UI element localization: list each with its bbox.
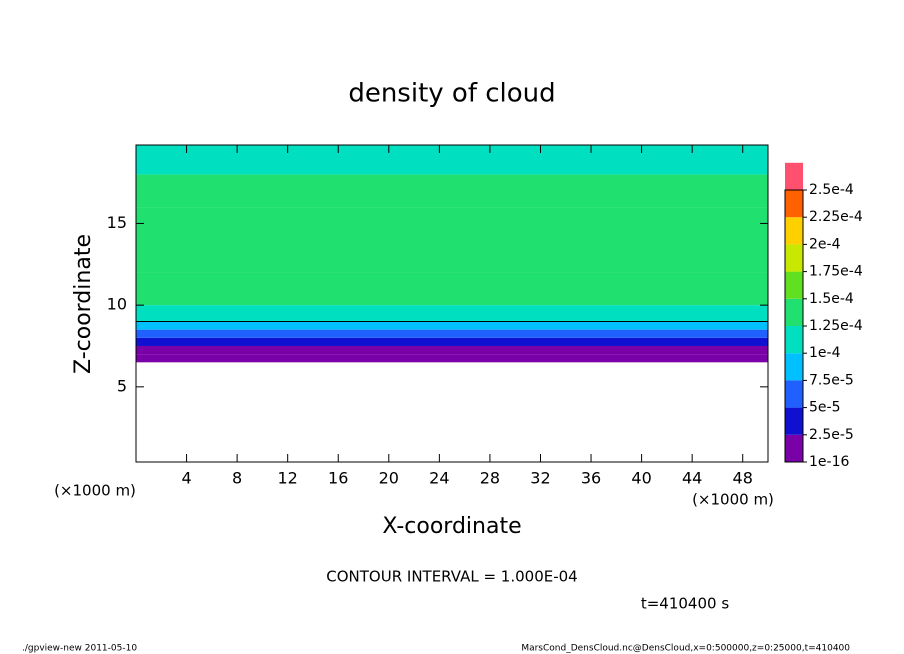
x-unit: (×1000 m) <box>54 482 136 500</box>
colorbar-label: 7.5e-5 <box>809 372 854 388</box>
colorbar-label: 2.25e-4 <box>809 209 863 225</box>
cell <box>136 337 768 346</box>
x-tick-label: 20 <box>379 469 399 488</box>
colorbar-label: 1.25e-4 <box>809 318 863 334</box>
x-tick-label: 36 <box>581 469 601 488</box>
y-axis-label: Z-coordinate <box>71 234 96 374</box>
cell <box>136 145 768 175</box>
colorbar-band <box>785 190 803 218</box>
colorbar-label: 5e-5 <box>809 400 840 416</box>
colorbar-label: 2e-4 <box>809 236 841 252</box>
colorbar-band <box>785 271 803 299</box>
cell <box>136 329 768 338</box>
x-axis-label: X-coordinate <box>382 514 521 539</box>
colorbar-band <box>785 326 803 354</box>
x-tick-label: 44 <box>682 469 702 488</box>
colorbar-label: 1.5e-4 <box>809 291 854 307</box>
x-tick-label: 24 <box>429 469 449 488</box>
colorbar-band <box>785 434 803 462</box>
cell <box>136 321 768 330</box>
y-tick-label: 5 <box>117 376 127 395</box>
colorbar-label: 1e-4 <box>809 345 841 361</box>
plot-frame <box>135 144 769 463</box>
cell <box>136 207 768 273</box>
footer: ./gpview-new 2011-05-10 <box>22 644 137 654</box>
cell <box>136 345 768 355</box>
cell <box>136 174 768 208</box>
x-tick-label: 32 <box>530 469 550 488</box>
colorbar-band <box>785 162 803 190</box>
x-tick-label: 16 <box>328 469 348 488</box>
contour-interval: CONTOUR INTERVAL = 1.000E-04 <box>326 568 577 586</box>
x-unit: (×1000 m) <box>692 491 774 509</box>
cell <box>136 305 768 322</box>
colorbar-label: 2.5e-4 <box>809 182 854 198</box>
colorbar-band <box>785 217 803 245</box>
y-tick-label: 10 <box>107 295 127 314</box>
colorbar-band <box>785 244 803 272</box>
x-tick-label: 4 <box>181 469 191 488</box>
x-tick-label: 12 <box>278 469 298 488</box>
colorbar-band <box>785 353 803 381</box>
x-tick-label: 40 <box>631 469 651 488</box>
x-tick-label: 28 <box>480 469 500 488</box>
colorbar-label: 1e-16 <box>809 454 849 470</box>
colorbar-band <box>785 298 803 326</box>
chart-title: density of cloud <box>348 79 555 109</box>
colorbar-band <box>785 407 803 435</box>
cell <box>136 354 768 363</box>
y-tick-label: 15 <box>107 213 127 232</box>
colorbar-label: 2.5e-5 <box>809 427 854 443</box>
colorbar-band <box>785 380 803 408</box>
x-tick-label: 8 <box>232 469 242 488</box>
time-label: t=410400 s <box>641 595 729 613</box>
footer: MarsCond_DensCloud.nc@DensCloud,x=0:5000… <box>521 644 850 654</box>
colorbar-label: 1.75e-4 <box>809 264 863 280</box>
cell <box>136 272 768 306</box>
x-tick-label: 48 <box>733 469 753 488</box>
